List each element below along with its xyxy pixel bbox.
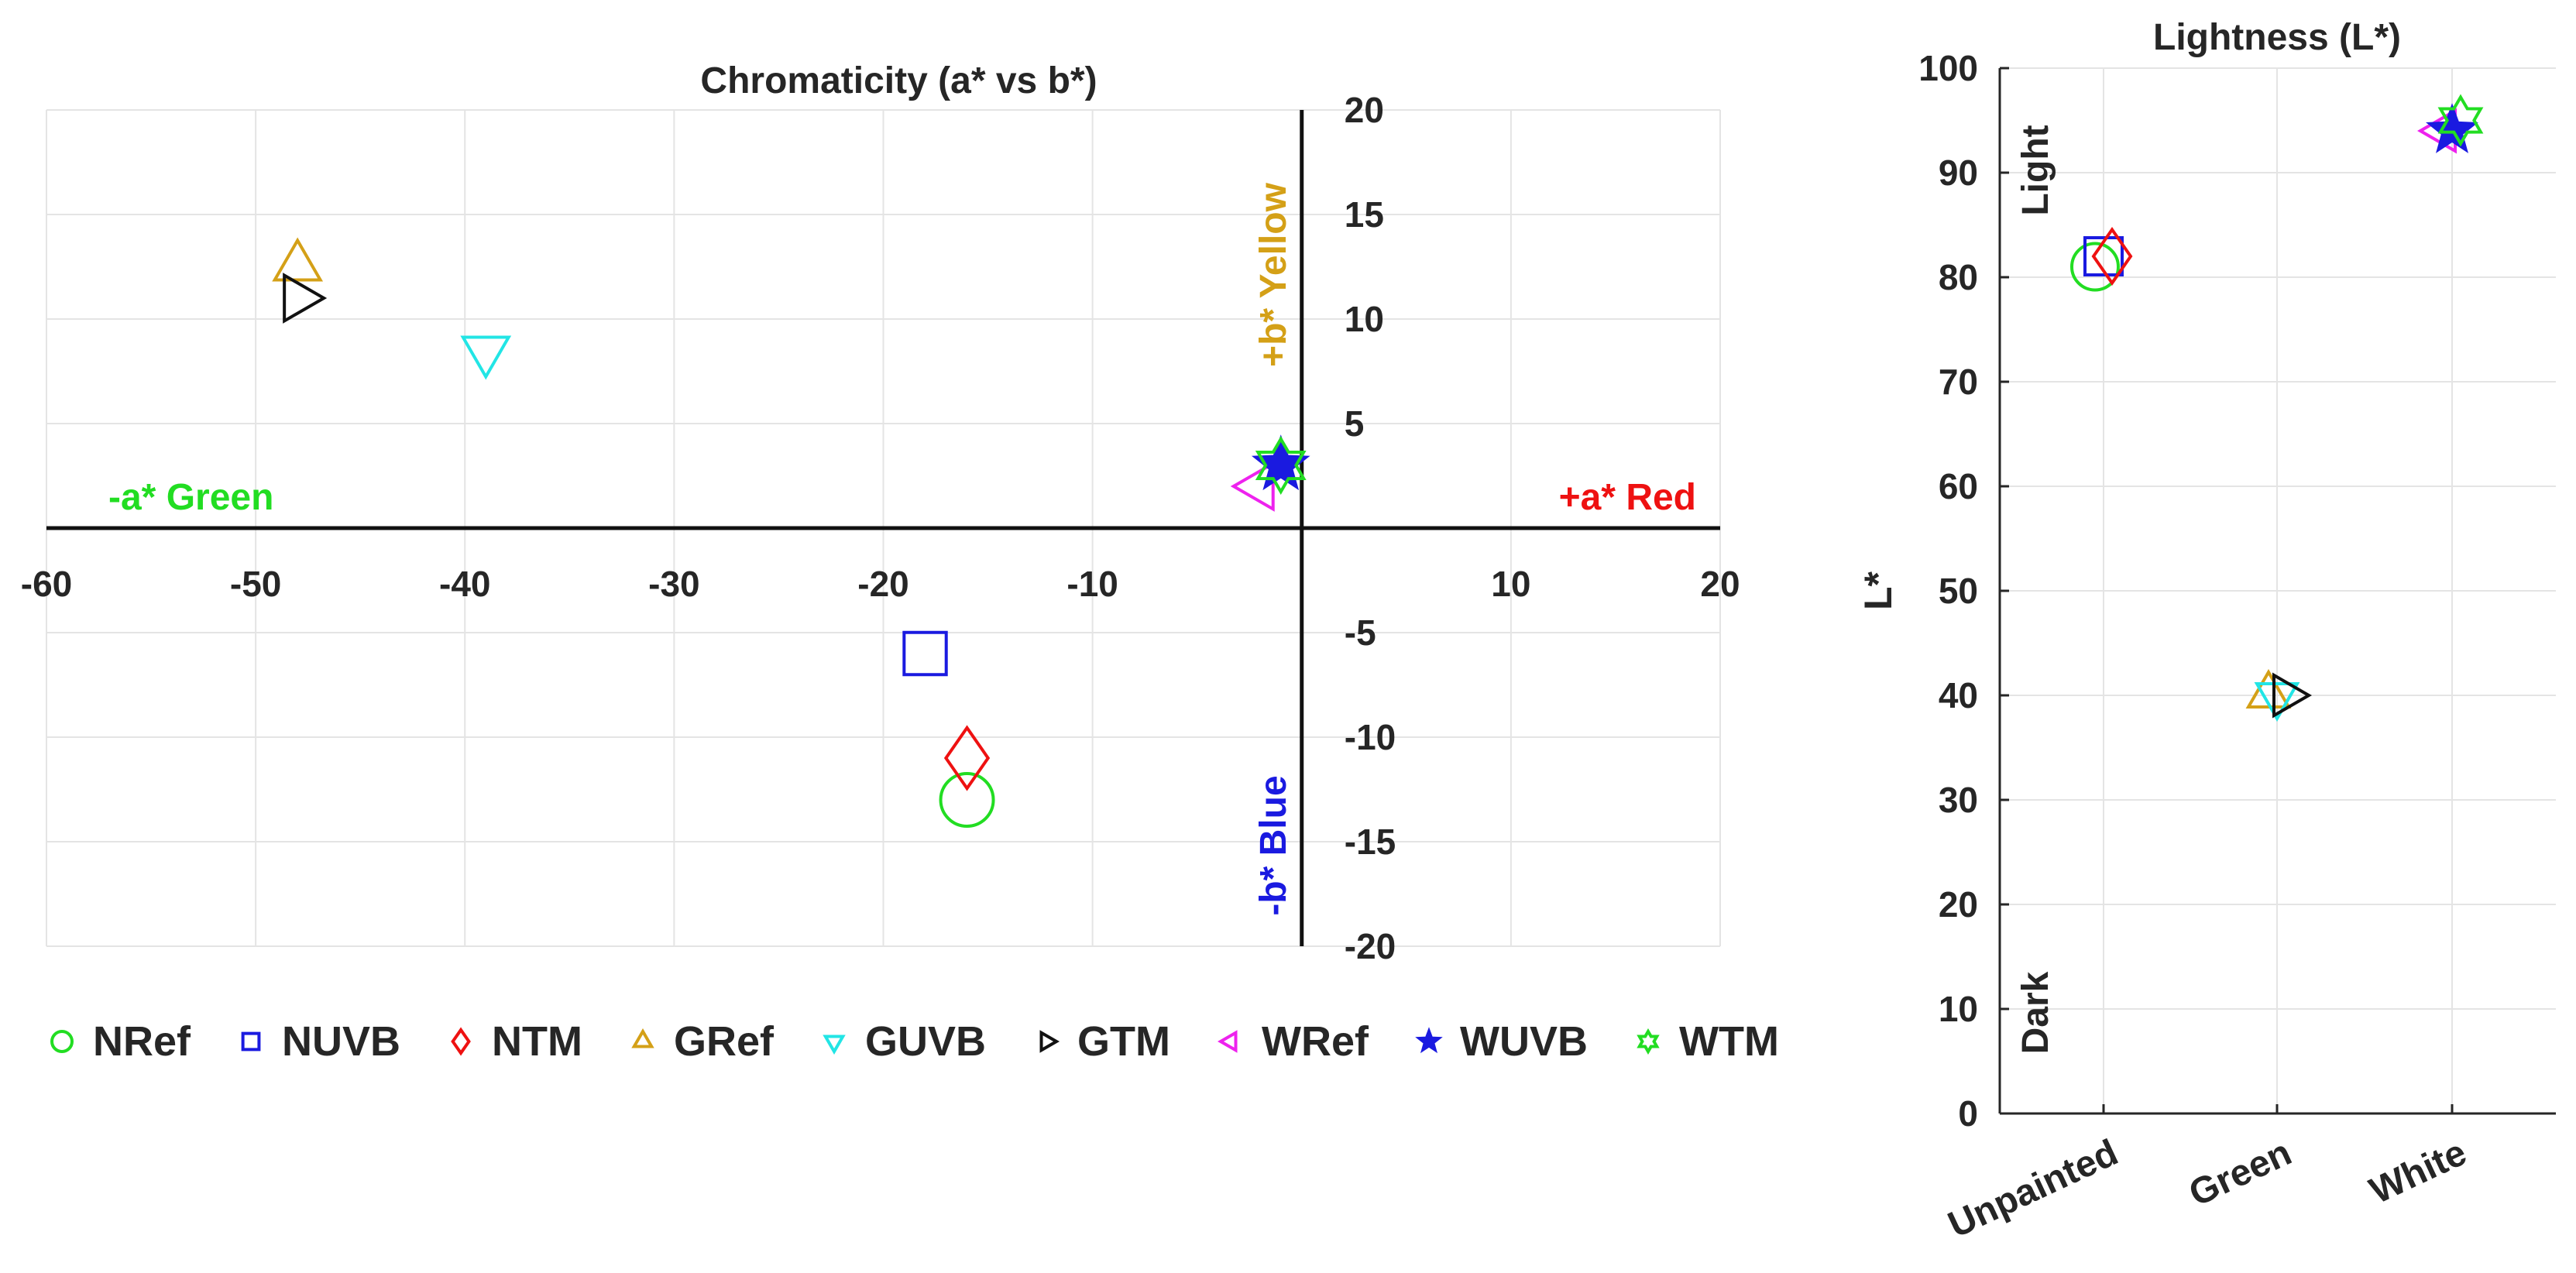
marker-guvb	[460, 335, 512, 380]
marker-wtm	[1255, 436, 1307, 495]
lightness-title: Lightness (L*)	[2153, 17, 2401, 58]
lightness-chart: Lightness (L*) 0 10 20 30 40 50 60 70 80 90 100 L* Un…	[1856, 17, 2556, 1246]
lightness-marker-gref	[2245, 668, 2292, 709]
legend-label-wtm: WTM	[1679, 1018, 1779, 1065]
marker-ntm	[943, 725, 991, 791]
legend-label-ntm: NTM	[492, 1018, 582, 1065]
l-tick-label: 0	[1958, 1093, 1978, 1134]
legend-label-nref: NRef	[93, 1018, 191, 1065]
legend-marker-guvb	[823, 1035, 846, 1055]
l-tick-label: 100	[1918, 48, 1978, 88]
annotation-dark: Dark	[2015, 971, 2056, 1054]
x-tick-label: -10	[1066, 564, 1118, 604]
y-tick-label: -5	[1345, 612, 1376, 653]
legend-marker-nuvb	[241, 1031, 261, 1052]
x-tick-label: -50	[230, 564, 281, 604]
lightness-marker-nref	[2069, 242, 2121, 292]
lightness-marker-wtm	[2437, 94, 2484, 147]
legend-marker-ntm	[451, 1027, 471, 1056]
legend-label-gtm: GTM	[1077, 1018, 1170, 1065]
x-tick-label: -40	[439, 564, 490, 604]
x-tick-label: -20	[857, 564, 908, 604]
legend-label-nuvb: NUVB	[282, 1018, 400, 1065]
annotation-light: Light	[2015, 125, 2056, 215]
legend: NRef NUVB NTM GRef GUVB GTM WRef WUVB WTM	[50, 1018, 1779, 1065]
l-tick-label: 60	[1939, 466, 1978, 506]
l-tick-label: 40	[1939, 675, 1978, 715]
l-tick-label: 30	[1939, 780, 1978, 820]
legend-marker-wref	[1218, 1030, 1238, 1053]
category-label-white: White	[2364, 1132, 2473, 1212]
legend-label-wuvb: WUVB	[1460, 1018, 1588, 1065]
l-tick-label: 20	[1939, 884, 1978, 925]
y-tick-label: -10	[1345, 717, 1396, 757]
legend-marker-gtm	[1039, 1030, 1060, 1053]
legend-label-guvb: GUVB	[865, 1018, 986, 1065]
annotation-red: +a* Red	[1559, 477, 1696, 518]
legend-marker-wtm	[1637, 1028, 1660, 1055]
marker-gtm	[283, 273, 328, 324]
marker-gref	[272, 237, 324, 282]
l-tick-label: 90	[1939, 153, 1978, 193]
annotation-green: -a* Green	[108, 477, 273, 518]
lightness-marker-gtm	[2272, 672, 2313, 719]
x-tick-label: -60	[21, 564, 72, 604]
annotation-blue: -b* Blue	[1253, 775, 1294, 915]
chromaticity-chart: Chromaticity (a* vs b*) -60 -50 -40 -30 -20 -1…	[21, 60, 1740, 966]
chromaticity-title: Chromaticity (a* vs b*)	[700, 60, 1097, 101]
lightness-marker-nuvb	[2083, 236, 2124, 276]
legend-marker-nref	[50, 1030, 74, 1053]
annotation-yellow: +b* Yellow	[1253, 182, 1294, 367]
x-tick-label: 10	[1491, 564, 1530, 604]
y-tick-label: -20	[1345, 926, 1396, 966]
l-tick-label: 10	[1939, 989, 1978, 1029]
marker-nref	[939, 772, 995, 828]
legend-label-gref: GRef	[674, 1018, 775, 1065]
x-tick-label: 20	[1700, 564, 1740, 604]
l-axis-label: L*	[1856, 571, 1900, 610]
y-tick-label: 5	[1345, 403, 1365, 444]
x-tick-label: -30	[648, 564, 699, 604]
legend-label-wref: WRef	[1262, 1018, 1369, 1065]
y-tick-label: 15	[1345, 194, 1384, 235]
l-tick-label: 80	[1939, 257, 1978, 297]
legend-marker-wuvb	[1415, 1027, 1443, 1054]
marker-nuvb	[902, 630, 948, 677]
chromaticity-markers	[272, 237, 1310, 828]
lightness-markers	[2069, 94, 2484, 722]
category-label-green: Green	[2183, 1132, 2298, 1215]
y-tick-label: 10	[1345, 299, 1384, 339]
y-tick-label: 20	[1345, 90, 1384, 130]
lightness-marker-wuvb	[2426, 103, 2478, 153]
marker-wref	[1230, 461, 1275, 512]
l-tick-label: 50	[1939, 571, 1978, 611]
y-tick-label: -15	[1345, 822, 1396, 862]
legend-marker-gref	[631, 1028, 654, 1048]
l-tick-label: 70	[1939, 362, 1978, 402]
category-label-unpainted: Unpainted	[1942, 1132, 2124, 1246]
lightness-marker-guvb	[2254, 682, 2300, 722]
lightness-marker-ntm	[2091, 226, 2133, 287]
